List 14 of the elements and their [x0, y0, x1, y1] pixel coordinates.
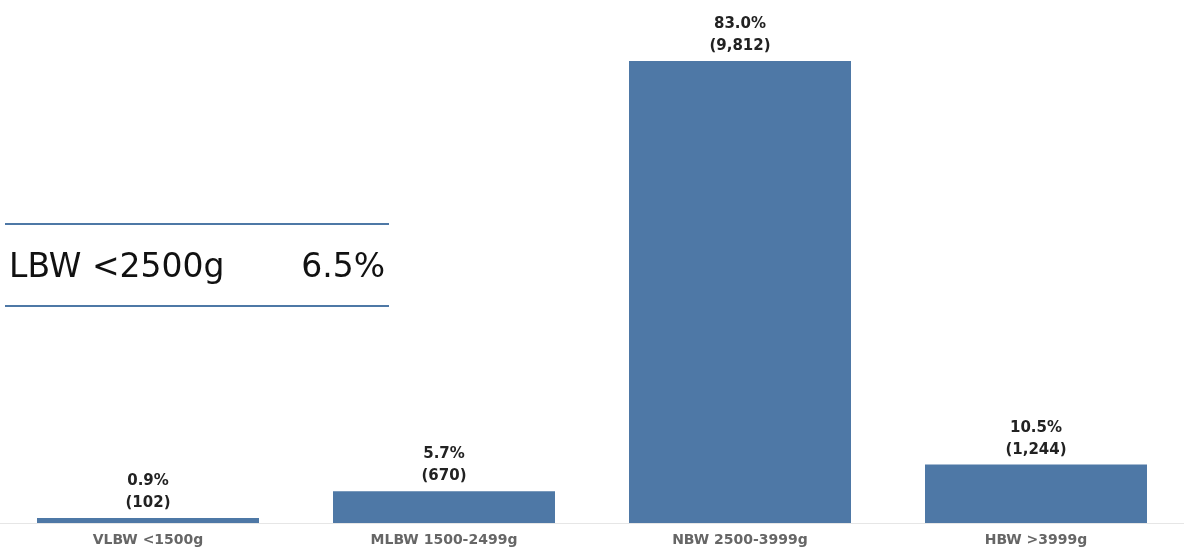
x-tick-label: VLBW <1500g: [92, 531, 204, 547]
x-tick-label: MLBW 1500-2499g: [370, 531, 518, 547]
bar: [333, 491, 555, 523]
data-label: 0.9% (102): [125, 470, 171, 511]
x-tick-label: HBW >3999g: [984, 531, 1088, 547]
data-label: 83.0% (9,812): [709, 14, 771, 54]
annotation: LBW <2500g: [9, 245, 225, 285]
bar: [925, 464, 1147, 523]
bar: [629, 61, 851, 523]
annotation: 6.5%: [301, 245, 385, 285]
x-tick-label: NBW 2500-3999g: [672, 531, 808, 547]
data-label: 10.5% (1,244): [1005, 417, 1067, 458]
bar: [37, 517, 259, 523]
data-label: 5.7% (670): [421, 444, 467, 485]
